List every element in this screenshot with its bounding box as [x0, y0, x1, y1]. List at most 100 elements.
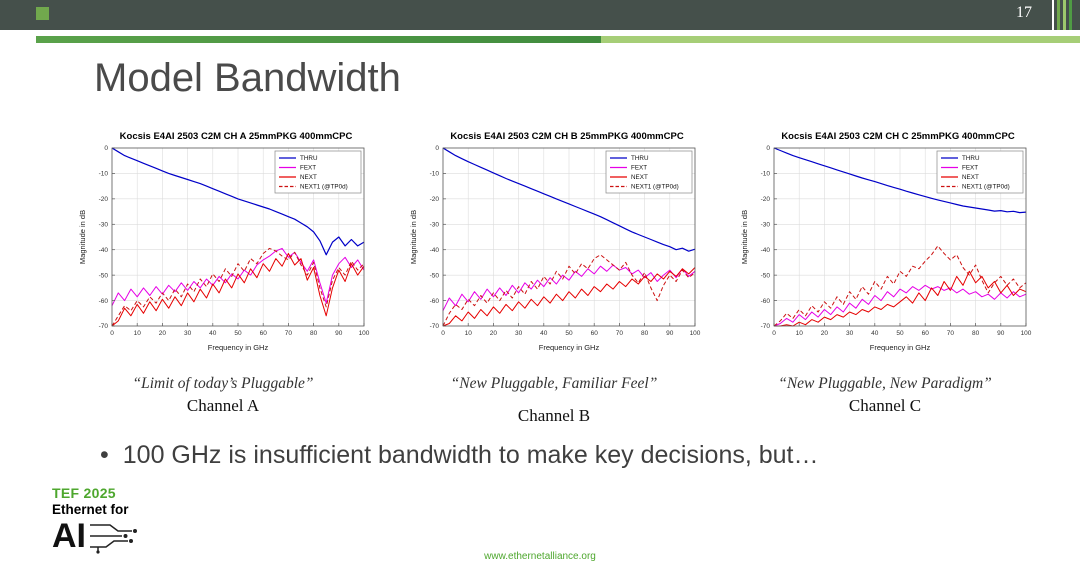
svg-text:Magnitude in dB: Magnitude in dB [409, 210, 418, 264]
svg-text:90: 90 [335, 330, 343, 337]
svg-text:FEXT: FEXT [631, 165, 647, 172]
bullet-marker: • [100, 441, 109, 469]
series-fext [442, 264, 696, 311]
svg-text:NEXT: NEXT [962, 174, 979, 181]
svg-text:FEXT: FEXT [962, 165, 978, 172]
svg-text:40: 40 [209, 330, 217, 337]
svg-text:30: 30 [515, 330, 523, 337]
svg-text:40: 40 [540, 330, 548, 337]
chart-title: Kocsis E4AI 2503 C2M CH A 25mmPKG 400mmC… [119, 131, 353, 142]
svg-text:NEXT1 (@TP0d): NEXT1 (@TP0d) [962, 184, 1010, 191]
stripe [1069, 0, 1072, 30]
svg-text:30: 30 [846, 330, 854, 337]
tef-logo: TEF 2025 Ethernet for AI [52, 485, 148, 554]
svg-text:-10: -10 [99, 171, 109, 178]
series-next [442, 267, 696, 327]
svg-text:10: 10 [796, 330, 804, 337]
svg-text:60: 60 [260, 330, 268, 337]
stripe [1057, 0, 1060, 30]
svg-text:-70: -70 [99, 323, 109, 330]
series-fext [111, 247, 365, 306]
svg-text:Magnitude in dB: Magnitude in dB [78, 210, 87, 264]
svg-text:40: 40 [871, 330, 879, 337]
svg-text:100: 100 [690, 330, 701, 337]
bullet-text: 100 GHz is insufficient bandwidth to mak… [122, 441, 819, 469]
svg-text:10: 10 [134, 330, 142, 337]
corner-accent-square [36, 7, 49, 20]
svg-text:-30: -30 [430, 221, 440, 228]
svg-text:80: 80 [641, 330, 649, 337]
svg-text:50: 50 [565, 330, 573, 337]
svg-text:90: 90 [666, 330, 674, 337]
svg-text:-20: -20 [99, 196, 109, 203]
series-thru [111, 147, 365, 256]
svg-text:-60: -60 [430, 298, 440, 305]
circuit-traces-icon [90, 524, 137, 554]
svg-text:-70: -70 [430, 323, 440, 330]
svg-text:NEXT: NEXT [300, 174, 317, 181]
top-bar: 17 [0, 0, 1080, 30]
svg-text:20: 20 [159, 330, 167, 337]
edge-stripes [1052, 0, 1072, 30]
chart-title: Kocsis E4AI 2503 C2M CH B 25mmPKG 400mmC… [450, 131, 684, 142]
svg-text:-50: -50 [430, 272, 440, 279]
svg-text:20: 20 [490, 330, 498, 337]
svg-text:50: 50 [234, 330, 242, 337]
svg-text:-70: -70 [761, 323, 771, 330]
svg-text:0: 0 [772, 330, 776, 337]
svg-text:90: 90 [997, 330, 1005, 337]
logo-tef-2025: TEF 2025 [52, 485, 116, 501]
caption-channel: Channel C [848, 396, 922, 415]
charts-row: Kocsis E4AI 2503 C2M CH A 25mmPKG 400mmC… [76, 131, 1032, 426]
svg-text:NEXT: NEXT [631, 174, 648, 181]
caption-channel: Channel A [186, 396, 260, 415]
svg-text:80: 80 [972, 330, 980, 337]
logo-ethernet-for: Ethernet for [52, 501, 129, 517]
series-next1-tp0d- [442, 254, 696, 327]
svg-text:100: 100 [359, 330, 370, 337]
svg-text:60: 60 [591, 330, 599, 337]
stripe [1052, 0, 1054, 30]
series-thru [442, 147, 696, 252]
svg-text:0: 0 [441, 330, 445, 337]
svg-text:-10: -10 [430, 171, 440, 178]
svg-text:100: 100 [1021, 330, 1032, 337]
svg-text:Frequency in GHz: Frequency in GHz [208, 343, 269, 352]
svg-text:FEXT: FEXT [300, 165, 316, 172]
series-next [774, 270, 1027, 327]
caption-quote: “Limit of today’s Pluggable” [132, 375, 314, 392]
svg-text:-30: -30 [761, 221, 771, 228]
svg-text:0: 0 [104, 145, 108, 152]
svg-text:70: 70 [285, 330, 293, 337]
chart-channel-c: Kocsis E4AI 2503 C2M CH C 25mmPKG 400mmC… [738, 131, 1032, 426]
svg-text:80: 80 [310, 330, 318, 337]
logo-ai-text: AI [52, 516, 86, 555]
caption-channel: Channel B [517, 406, 591, 425]
svg-text:NEXT1 (@TP0d): NEXT1 (@TP0d) [631, 184, 679, 191]
svg-text:10: 10 [465, 330, 473, 337]
svg-text:0: 0 [435, 145, 439, 152]
chart-plot-channel-c: 0 10 20 30 40 50 60 70 80 90 100 0 -10 -20 -30 -40 -50 -6… [740, 145, 1032, 352]
svg-text:NEXT1 (@TP0d): NEXT1 (@TP0d) [300, 184, 348, 191]
series-next [111, 253, 365, 327]
chart-channel-b: Kocsis E4AI 2503 C2M CH B 25mmPKG 400mmC… [407, 131, 701, 426]
svg-text:-50: -50 [761, 272, 771, 279]
logo-ai-row: AI [52, 518, 148, 554]
svg-text:THRU: THRU [962, 155, 980, 162]
series-fext [773, 284, 1027, 327]
caption-quote: “New Pluggable, Familiar Feel” [450, 375, 658, 392]
svg-text:-40: -40 [761, 247, 771, 254]
page-title: Model Bandwidth [94, 56, 401, 100]
svg-text:0: 0 [766, 145, 770, 152]
svg-text:70: 70 [947, 330, 955, 337]
footer-url[interactable]: www.ethernetalliance.org [484, 551, 596, 562]
svg-text:20: 20 [821, 330, 829, 337]
caption-quote: “New Pluggable, New Paradigm” [778, 375, 992, 392]
svg-text:50: 50 [896, 330, 904, 337]
svg-text:-20: -20 [761, 196, 771, 203]
svg-text:THRU: THRU [631, 155, 649, 162]
chart-plot-channel-b: 0 10 20 30 40 50 60 70 80 90 100 0 -10 -20 -30 -40 -50 -6… [409, 145, 701, 352]
svg-text:60: 60 [922, 330, 930, 337]
svg-text:70: 70 [616, 330, 624, 337]
chart-title: Kocsis E4AI 2503 C2M CH C 25mmPKG 400mmC… [781, 131, 1015, 142]
